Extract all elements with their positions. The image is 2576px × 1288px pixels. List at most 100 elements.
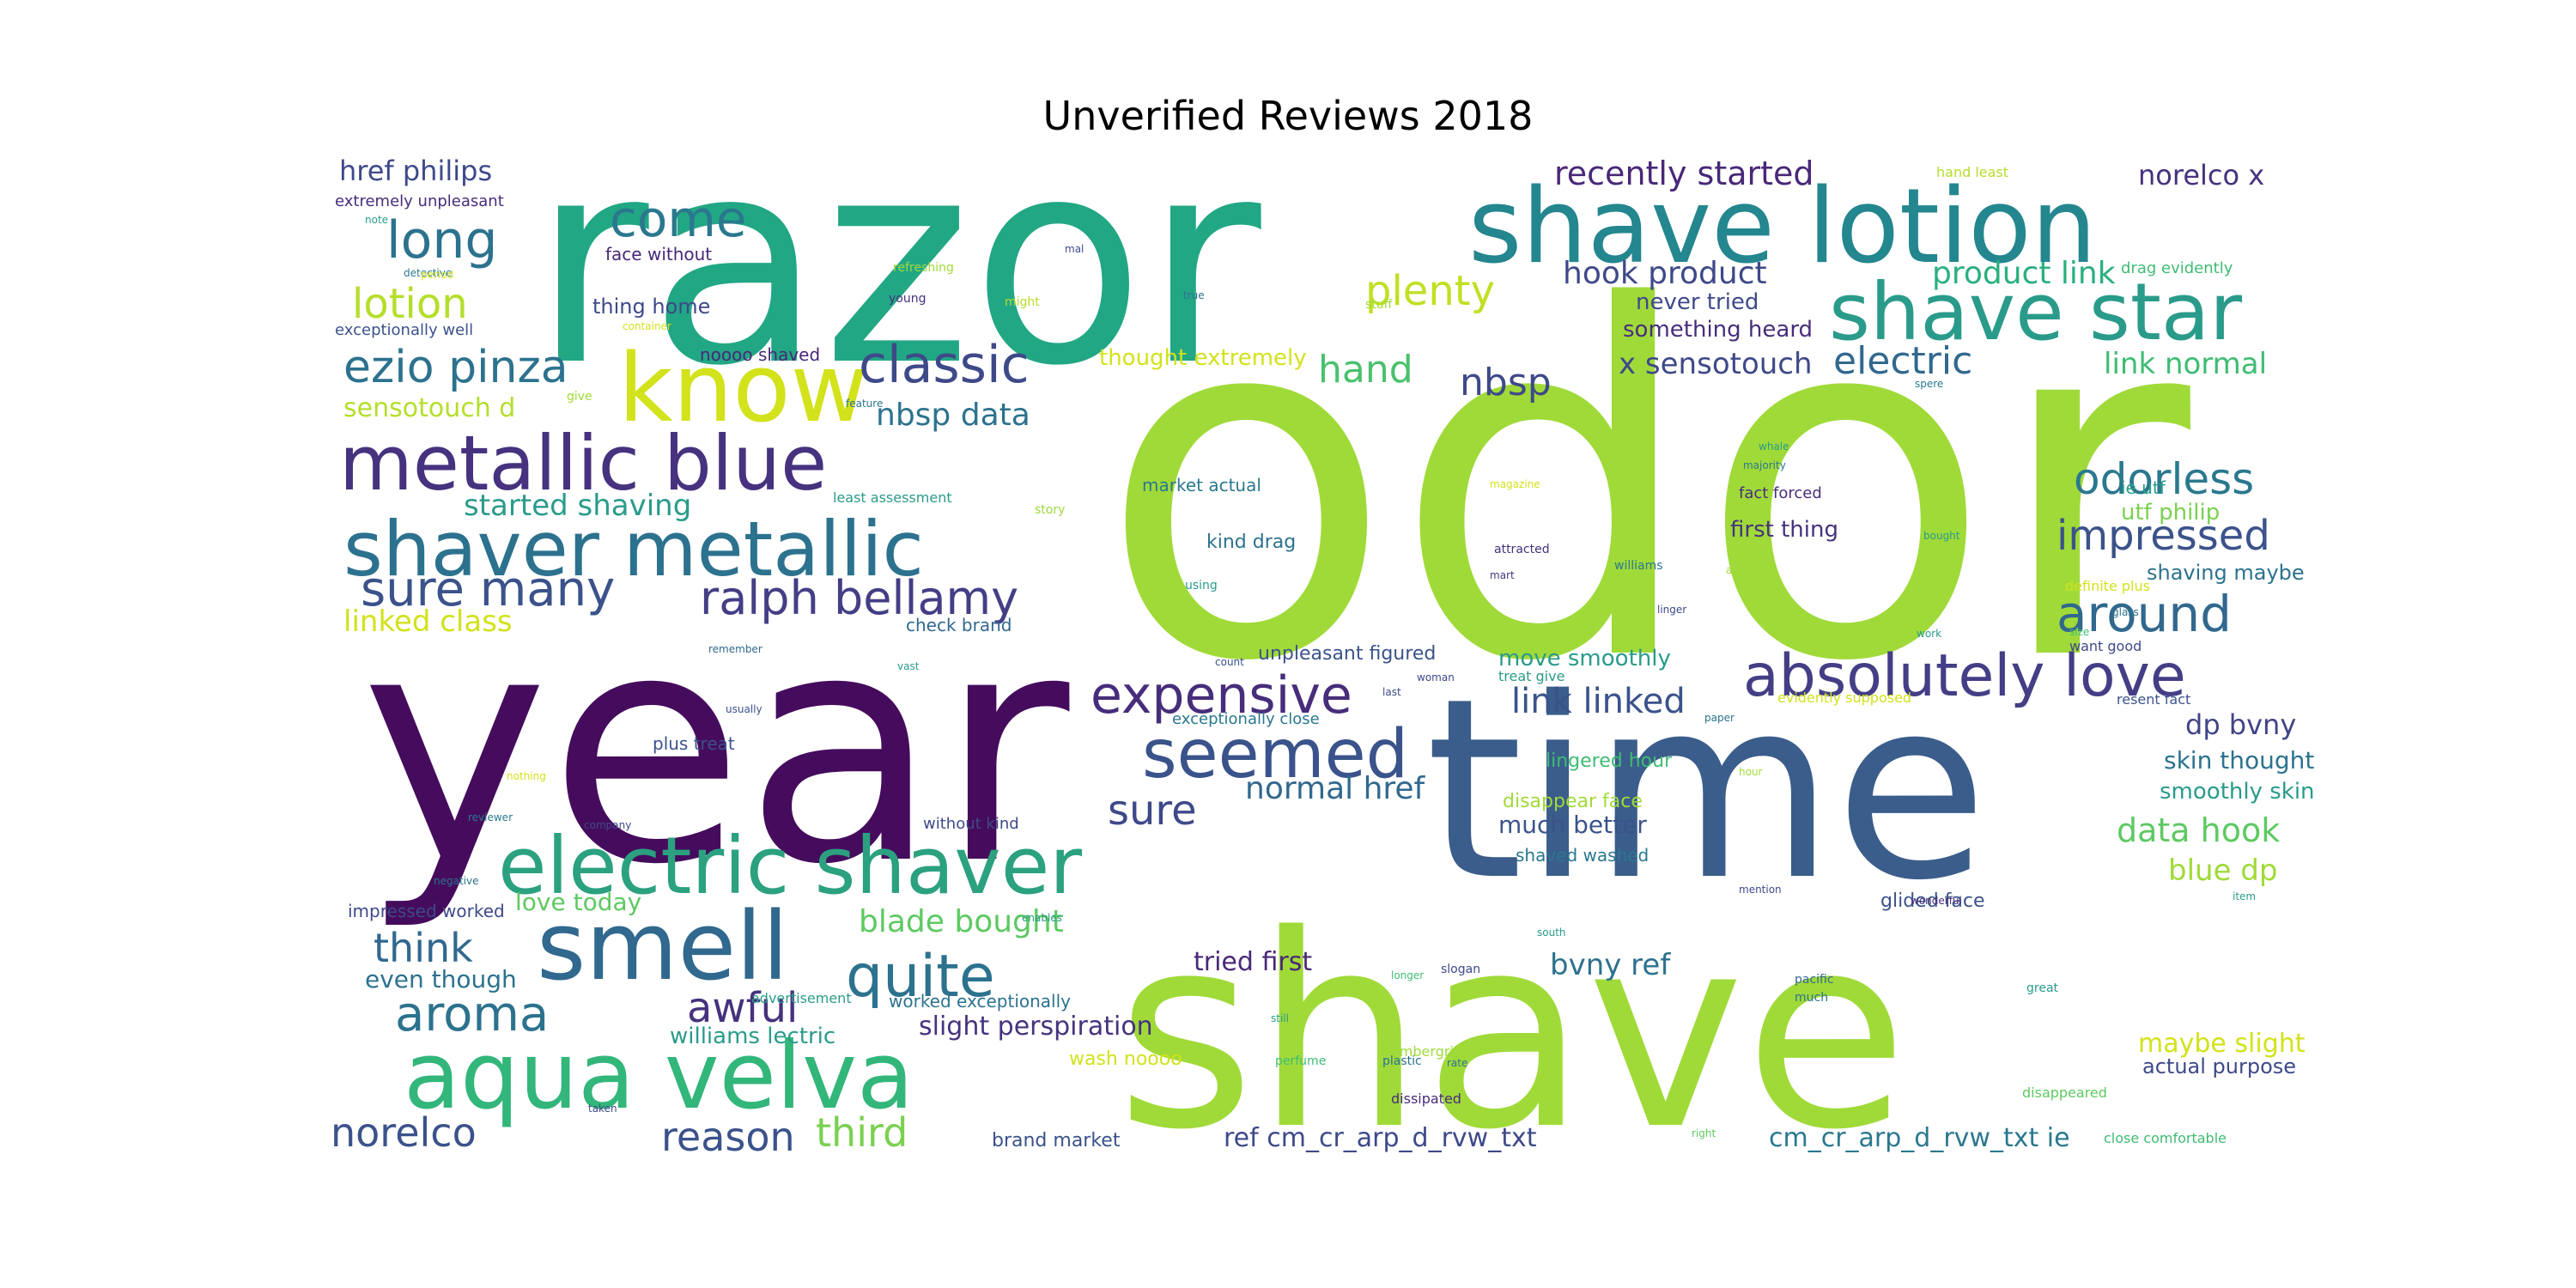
cloud-word: work — [1917, 628, 1941, 640]
cloud-word: ezio pinza — [343, 342, 568, 393]
cloud-word: negative — [434, 875, 478, 887]
cloud-word: product link — [1932, 256, 2116, 291]
cloud-word: blade bought — [859, 904, 1064, 939]
cloud-word: noooo shaved — [700, 344, 820, 365]
cloud-word: impressed — [2057, 512, 2270, 560]
cloud-word: link linked — [1511, 682, 1686, 721]
cloud-word: face without — [605, 244, 712, 264]
cloud-word: amazing — [1726, 564, 1770, 576]
cloud-word: something heard — [1623, 317, 1813, 343]
cloud-word: maybe slight — [2138, 1029, 2306, 1059]
cloud-word: fact forced — [1739, 484, 1822, 502]
cloud-word: thought extremely — [1099, 345, 1307, 371]
cloud-word: glass — [2112, 606, 2139, 618]
cloud-word: want good — [2069, 638, 2142, 654]
cloud-word: linger — [1657, 604, 1686, 616]
cloud-word: company — [584, 819, 631, 831]
cloud-word: sure many — [361, 562, 615, 617]
cloud-word: sure — [1108, 787, 1197, 835]
cloud-word: young — [889, 292, 926, 306]
cloud-word: exceptionally close — [1172, 710, 1320, 728]
cloud-word: dp bvny — [2185, 708, 2296, 741]
cloud-word: mention — [1739, 884, 1782, 896]
cloud-word: pacific — [1795, 973, 1834, 987]
cloud-word: least assessment — [833, 489, 952, 506]
cloud-word: hand least — [1936, 164, 2008, 180]
cloud-word: data hook — [2117, 811, 2280, 849]
cloud-word: tried first — [1194, 947, 1312, 977]
cloud-word: glided face — [1880, 890, 1985, 912]
cloud-word: evidently supposed — [1777, 690, 1911, 706]
cloud-word: refreshing — [893, 261, 954, 275]
cloud-word: utf philip — [2121, 500, 2220, 526]
cloud-word: spere — [1915, 378, 1943, 390]
cloud-word: year — [361, 565, 1072, 934]
cloud-word: reason — [661, 1114, 795, 1160]
cloud-word: nbsp — [1460, 361, 1552, 404]
cloud-word: absolutely love — [1743, 642, 2186, 710]
cloud-word: exceptionally well — [335, 321, 473, 339]
cloud-word: reviewer — [468, 811, 513, 823]
cloud-word: great — [2026, 981, 2059, 995]
cloud-word: never tried — [1636, 289, 1759, 315]
cloud-word: shave — [1116, 878, 1908, 1188]
cloud-word: x sensotouch — [1619, 347, 1813, 381]
cloud-word: classic — [859, 335, 1030, 395]
cloud-word: count — [1215, 656, 1244, 668]
cloud-word: electric — [1833, 339, 1972, 383]
cloud-word: link normal — [2104, 347, 2267, 381]
cloud-word: first thing — [1730, 517, 1838, 543]
cloud-word: still — [1271, 1012, 1289, 1024]
cloud-word: ambergris — [1391, 1043, 1461, 1060]
cloud-word: shaved washed — [1516, 845, 1649, 866]
cloud-word: south — [1537, 927, 1566, 939]
cloud-word: whale — [1759, 440, 1789, 453]
cloud-word: dissipated — [1391, 1091, 1461, 1107]
cloud-word: nothing — [507, 770, 546, 782]
cloud-word: enables — [1022, 912, 1062, 924]
cloud-word: longer — [1391, 969, 1424, 981]
cloud-word: slight perspiration — [919, 1012, 1153, 1042]
cloud-word: extremely unpleasant — [335, 192, 504, 210]
cloud-word: cm_cr_arp_d_rvw_txt ie — [1769, 1123, 2070, 1153]
cloud-word: shave lotion — [1468, 167, 2097, 287]
cloud-word: mal — [1065, 243, 1084, 255]
cloud-word: know — [618, 333, 868, 443]
cloud-word: wash noooo — [1069, 1048, 1182, 1070]
cloud-word: linked class — [343, 605, 513, 639]
cloud-word: paper — [1704, 712, 1735, 724]
cloud-word: nbsp data — [876, 398, 1030, 433]
cloud-word: smell — [537, 891, 788, 1001]
cloud-word: might — [1005, 295, 1040, 309]
cloud-word: mart — [1490, 569, 1515, 581]
cloud-word: woman — [1417, 671, 1455, 683]
cloud-word: plastic — [1382, 1054, 1422, 1068]
cloud-word: lingered hour — [1546, 750, 1673, 772]
cloud-word: much — [1795, 991, 1828, 1005]
cloud-word: actual purpose — [2142, 1054, 2296, 1078]
cloud-word: recently started — [1554, 155, 1814, 192]
cloud-word: kind drag — [1206, 532, 1296, 553]
cloud-word: love today — [515, 888, 641, 916]
cloud-word: thing home — [592, 295, 710, 319]
cloud-word: hour — [1739, 766, 1763, 778]
cloud-word: time — [1425, 646, 1988, 935]
cloud-word: true — [1183, 289, 1205, 301]
cloud-word: skin thought — [2164, 746, 2314, 775]
cloud-word: brand market — [992, 1130, 1121, 1151]
cloud-word: impressed worked — [348, 901, 505, 921]
cloud-word: metallic blue — [339, 419, 827, 507]
cloud-word: detective — [404, 267, 452, 279]
cloud-word: container — [623, 320, 671, 332]
cloud-word: odor — [1099, 207, 2196, 767]
cloud-word: started shaving — [464, 489, 691, 523]
cloud-word: size — [2069, 626, 2089, 638]
cloud-word: rate — [1447, 1057, 1467, 1069]
cloud-word: plenty — [1365, 267, 1495, 315]
cloud-word: give — [567, 390, 592, 404]
cloud-word: unpleasant figured — [1258, 643, 1436, 665]
cloud-word: norelco — [331, 1109, 477, 1156]
cloud-word: williams — [1614, 559, 1663, 573]
cloud-word: blue dp — [2168, 854, 2277, 888]
